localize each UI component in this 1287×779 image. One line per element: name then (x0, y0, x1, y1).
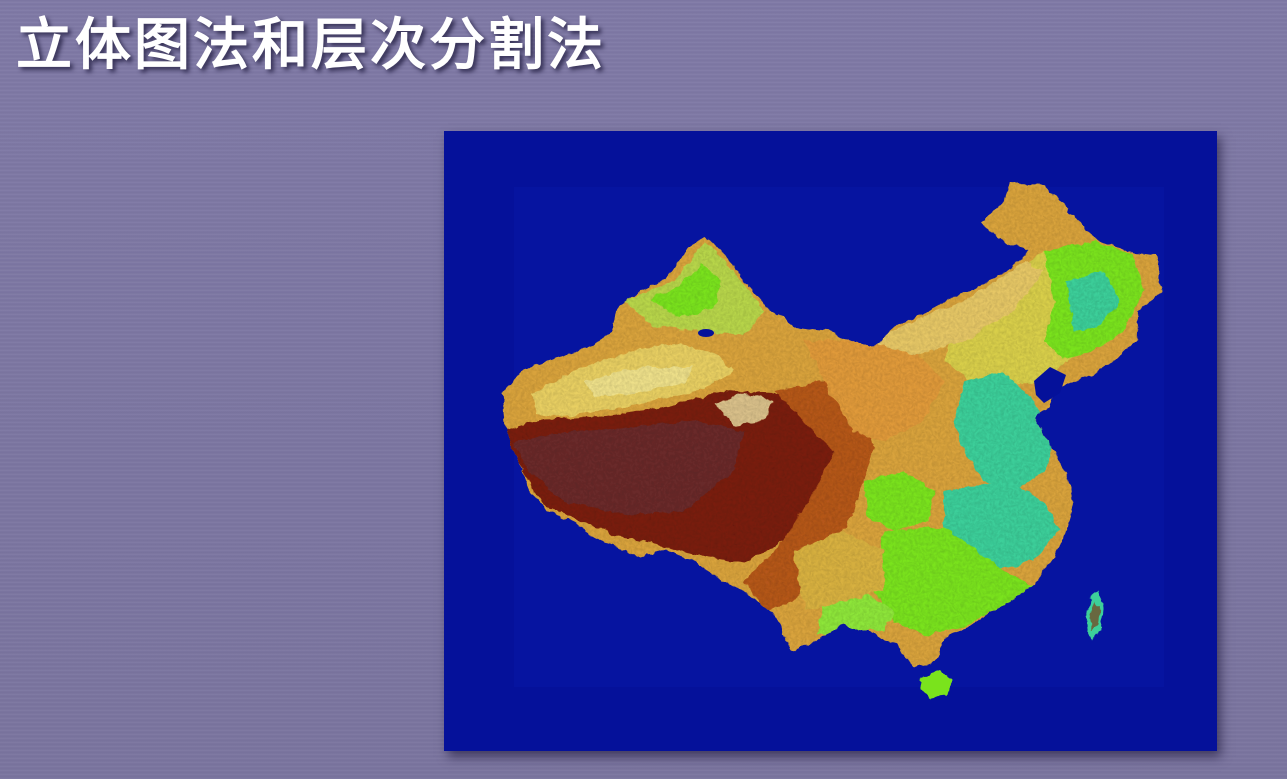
china-relief-map-image (444, 131, 1217, 751)
relief-map (444, 131, 1217, 751)
slide-title: 立体图法和层次分割法 (16, 13, 606, 78)
